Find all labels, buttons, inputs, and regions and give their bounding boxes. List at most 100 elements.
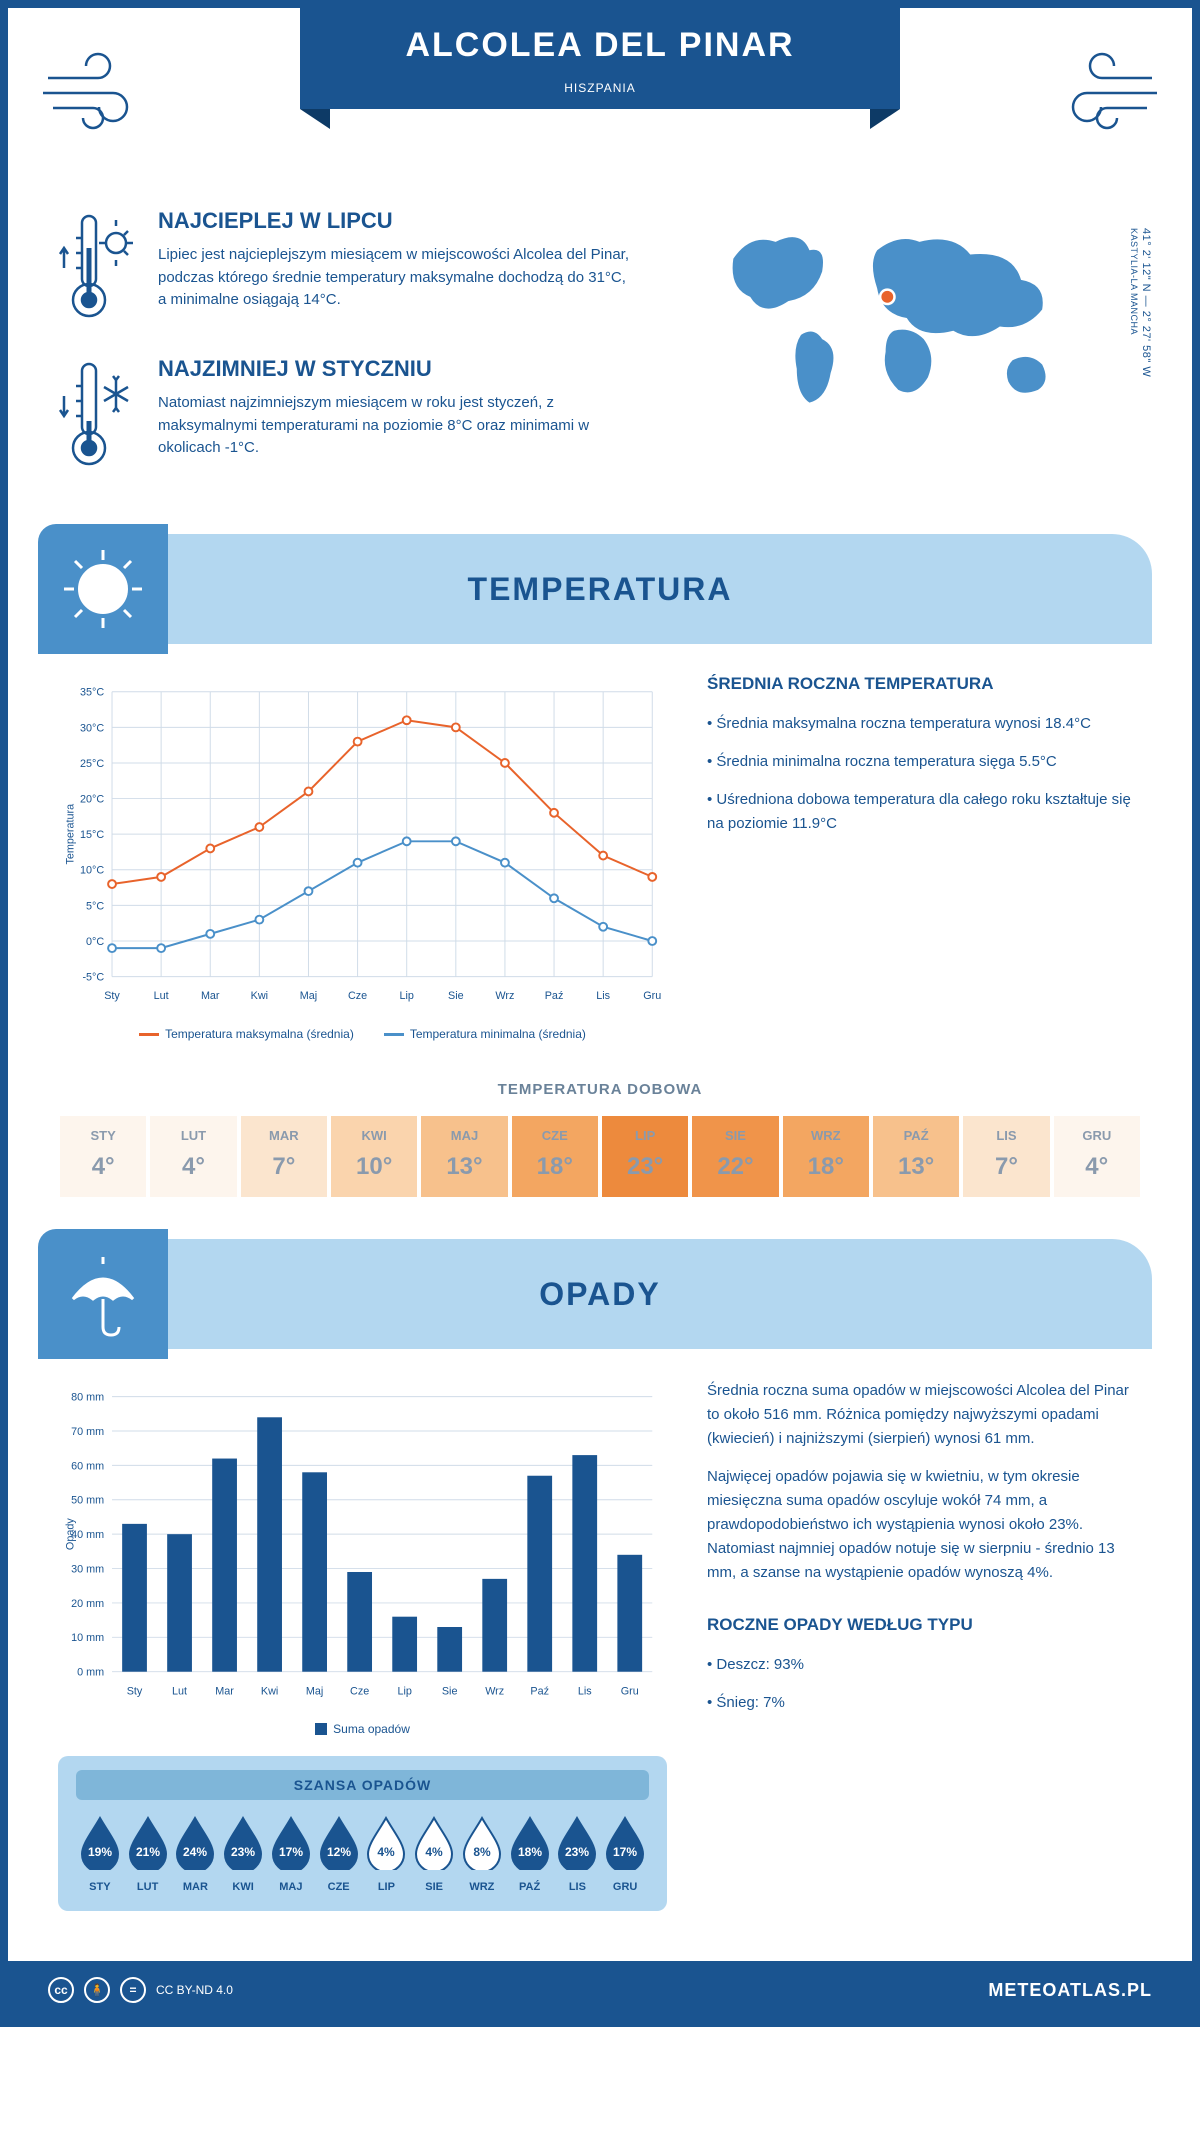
rain-chance-drop: 17% MAJ [267,1814,315,1893]
svg-text:8%: 8% [473,1845,491,1859]
rain-chance-drop: 21% LUT [124,1814,172,1893]
fact-hot-text: Lipiec jest najcieplejszym miesiącem w m… [158,244,633,312]
svg-text:Lut: Lut [172,1685,187,1697]
daily-temp-cell: WRZ18° [781,1114,871,1199]
rain-chance-drop: 23% KWI [219,1814,267,1893]
cc-icon: cc [48,1977,74,2003]
svg-text:12%: 12% [327,1845,351,1859]
daily-temp-cell: STY4° [58,1114,148,1199]
rain-info: Średnia roczna suma opadów w miejscowośc… [707,1379,1142,1911]
rain-chance-drop: 4% LIP [363,1814,411,1893]
svg-text:0°C: 0°C [86,936,104,948]
svg-text:50 mm: 50 mm [71,1495,104,1507]
svg-text:80 mm: 80 mm [71,1392,104,1404]
temperature-title: TEMPERATURA [468,571,733,608]
temperature-band: TEMPERATURA [48,534,1152,644]
daily-temp-cell: SIE22° [690,1114,780,1199]
rain-bytype-item: • Śnieg: 7% [707,1691,1142,1715]
intro-section: NAJCIEPLEJ W LIPCU Lipiec jest najcieple… [8,188,1192,534]
rain-info-p1: Średnia roczna suma opadów w miejscowośc… [707,1379,1142,1451]
sun-icon [38,524,168,654]
rain-legend: Suma opadów [58,1722,667,1736]
svg-text:Lip: Lip [397,1685,411,1697]
svg-text:Maj: Maj [300,990,317,1002]
temp-info-bullet: • Średnia maksymalna roczna temperatura … [707,712,1142,736]
rain-chance-drop: 8% WRZ [458,1814,506,1893]
svg-text:Cze: Cze [350,1685,369,1697]
wind-icon [38,38,178,138]
svg-text:Sty: Sty [104,990,120,1002]
svg-text:Temperatura: Temperatura [65,804,77,865]
daily-temp-cell: LUT4° [148,1114,238,1199]
daily-temp-title: TEMPERATURA DOBOWA [58,1081,1142,1098]
svg-text:21%: 21% [136,1845,160,1859]
daily-temp-cell: LIP23° [600,1114,690,1199]
page-title: ALCOLEA DEL PINAR [360,26,840,65]
thermometer-cold-icon [58,356,138,476]
svg-text:Gru: Gru [621,1685,639,1697]
svg-text:Paź: Paź [530,1685,549,1697]
nd-icon: = [120,1977,146,2003]
daily-temp-cell: LIS7° [961,1114,1051,1199]
temperature-body: -5°C0°C5°C10°C15°C20°C25°C30°C35°CStyLut… [8,644,1192,1071]
svg-text:10 mm: 10 mm [71,1632,104,1644]
rain-chance-panel: SZANSA OPADÓW 19% STY 21% LUT 24% MAR 23… [58,1756,667,1911]
svg-text:25°C: 25°C [80,758,104,770]
svg-text:70 mm: 70 mm [71,1426,104,1438]
daily-temp-cell: KWI10° [329,1114,419,1199]
svg-text:Paź: Paź [545,990,564,1002]
temperature-info: ŚREDNIA ROCZNA TEMPERATURA • Średnia mak… [707,674,1142,1041]
thermometer-hot-icon [58,208,138,328]
svg-text:Kwi: Kwi [261,1685,278,1697]
svg-text:Wrz: Wrz [485,1685,504,1697]
svg-text:Sty: Sty [127,1685,143,1697]
svg-text:Sie: Sie [442,1685,458,1697]
svg-text:-5°C: -5°C [82,972,104,984]
by-icon: 🧍 [84,1977,110,2003]
rain-chance-title: SZANSA OPADÓW [76,1770,649,1800]
intro-facts: NAJCIEPLEJ W LIPCU Lipiec jest najcieple… [58,208,633,504]
svg-text:10°C: 10°C [80,865,104,877]
svg-text:20°C: 20°C [80,793,104,805]
svg-text:Gru: Gru [643,990,661,1002]
daily-temp-table: TEMPERATURA DOBOWA STY4°LUT4°MAR7°KWI10°… [58,1081,1142,1199]
daily-temp-cell: MAJ13° [419,1114,509,1199]
svg-text:35°C: 35°C [80,687,104,699]
temperature-legend: Temperatura maksymalna (średnia)Temperat… [58,1027,667,1041]
rain-chance-drop: 24% MAR [172,1814,220,1893]
svg-text:23%: 23% [565,1845,589,1859]
rain-chance-drop: 17% GRU [601,1814,649,1893]
temp-info-title: ŚREDNIA ROCZNA TEMPERATURA [707,674,1142,694]
rain-chance-drop: 4% SIE [410,1814,458,1893]
rain-chart-area: 0 mm10 mm20 mm30 mm40 mm50 mm60 mm70 mm8… [58,1379,667,1911]
rain-chance-drop: 23% LIS [554,1814,602,1893]
svg-text:17%: 17% [613,1845,637,1859]
rain-body: 0 mm10 mm20 mm30 mm40 mm50 mm60 mm70 mm8… [8,1349,1192,1941]
world-map-panel: 41° 2' 12" N — 2° 27' 58" W KASTYLIA-LA … [663,208,1142,504]
world-map [663,208,1142,428]
wind-icon [1022,38,1162,138]
svg-text:0 mm: 0 mm [77,1667,104,1679]
svg-text:Kwi: Kwi [251,990,268,1002]
svg-text:20 mm: 20 mm [71,1598,104,1610]
umbrella-icon [38,1229,168,1359]
svg-text:Mar: Mar [201,990,220,1002]
fact-hottest: NAJCIEPLEJ W LIPCU Lipiec jest najcieple… [58,208,633,328]
footer: cc 🧍 = CC BY-ND 4.0 METEOATLAS.PL [8,1961,1192,2019]
title-banner: ALCOLEA DEL PINAR HISZPANIA [300,8,900,109]
temp-info-bullet: • Średnia minimalna roczna temperatura s… [707,750,1142,774]
footer-license: cc 🧍 = CC BY-ND 4.0 [48,1977,233,2003]
svg-text:23%: 23% [231,1845,255,1859]
daily-temp-cell: GRU4° [1052,1114,1142,1199]
daily-temp-cell: CZE18° [510,1114,600,1199]
rain-chance-drop: 12% CZE [315,1814,363,1893]
rain-chance-drop: 18% PAŹ [506,1814,554,1893]
svg-text:60 mm: 60 mm [71,1460,104,1472]
daily-temp-cell: MAR7° [239,1114,329,1199]
temperature-chart: -5°C0°C5°C10°C15°C20°C25°C30°C35°CStyLut… [58,674,667,1041]
svg-text:5°C: 5°C [86,900,104,912]
svg-text:24%: 24% [183,1845,207,1859]
rain-info-p2: Najwięcej opadów pojawia się w kwietniu,… [707,1465,1142,1585]
svg-text:Cze: Cze [348,990,367,1002]
header: ALCOLEA DEL PINAR HISZPANIA [8,8,1192,188]
